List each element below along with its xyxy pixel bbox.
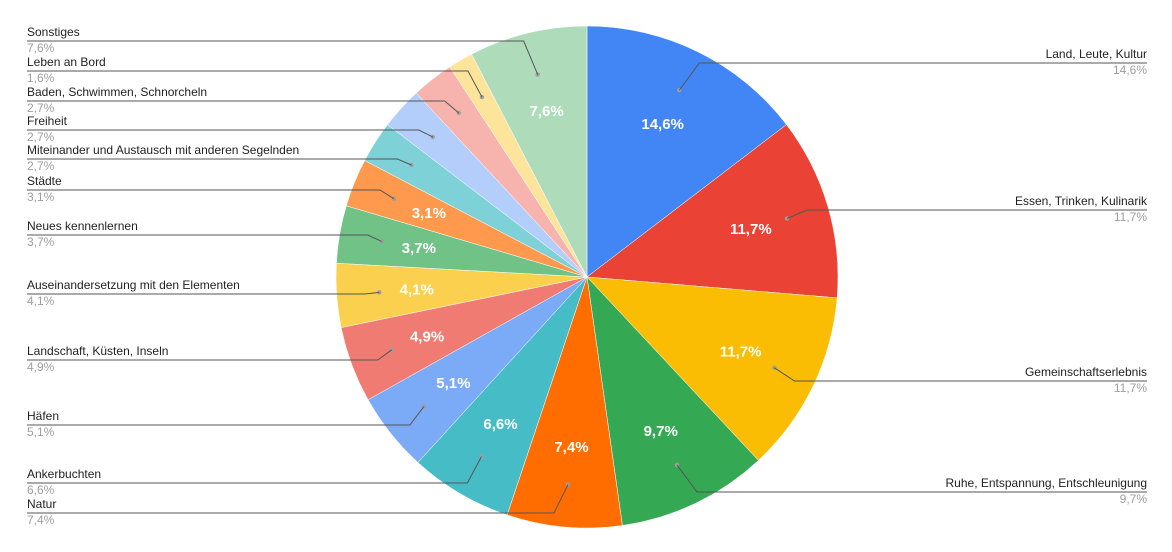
slice-value-label-land-leute-kultur: 14,6% xyxy=(641,116,684,133)
category-percent-haefen: 5,1% xyxy=(27,425,55,439)
category-percent-landschaft-kuesten-inseln: 4,9% xyxy=(27,360,55,374)
leader-line-leben-an-bord xyxy=(27,70,483,98)
category-percent-baden-schwimmen-schnorcheln: 2,7% xyxy=(27,101,55,115)
category-label-leben-an-bord: Leben an Bord xyxy=(27,55,106,69)
leader-line-land-leute-kultur xyxy=(678,62,1147,91)
slice-value-label-auseinandersetzung-mit-den-elementen: 4,1% xyxy=(400,282,434,299)
category-percent-freiheit: 2,7% xyxy=(27,130,55,144)
leader-line-neues-kennenlernen xyxy=(27,234,382,242)
category-label-land-leute-kultur: Land, Leute, Kultur xyxy=(1046,47,1147,61)
slice-value-label-natur: 7,4% xyxy=(554,439,588,456)
category-label-freiheit: Freiheit xyxy=(27,114,68,128)
pie-slices xyxy=(335,25,839,529)
category-label-landschaft-kuesten-inseln: Landschaft, Küsten, Inseln xyxy=(27,344,168,358)
leader-dot-natur xyxy=(565,482,571,487)
category-label-ankerbuchten: Ankerbuchten xyxy=(27,467,101,481)
leader-line-auseinandersetzung-mit-den-elementen xyxy=(27,291,380,295)
category-label-haefen: Häfen xyxy=(27,409,59,423)
leader-dot-leben-an-bord xyxy=(479,94,485,100)
slice-value-label-neues-kennenlernen: 3,7% xyxy=(402,240,436,257)
leader-line-natur xyxy=(27,484,569,514)
pie-slice-ruhe-entspannung-entschleunigung xyxy=(586,276,759,526)
category-percent-essen-trinken-kulinarik: 11,7% xyxy=(1114,210,1147,224)
leader-dot-sonstiges xyxy=(535,72,540,77)
category-percent-natur: 7,4% xyxy=(27,513,55,527)
pie-slice-sonstiges xyxy=(471,25,588,278)
category-percent-land-leute-kultur: 14,6% xyxy=(1113,63,1147,77)
category-label-staedte: Städte xyxy=(27,174,62,188)
leader-line-ankerbuchten xyxy=(27,456,482,484)
category-label-natur: Natur xyxy=(27,497,56,511)
leader-line-landschaft-kuesten-inseln xyxy=(27,349,393,361)
category-percent-auseinandersetzung-mit-den-elementen: 4,1% xyxy=(27,294,55,308)
slice-value-label-sonstiges: 7,6% xyxy=(529,103,563,120)
category-percent-gemeinschaftserlebnis: 11,7% xyxy=(1114,381,1147,395)
leader-line-essen-trinken-kulinarik xyxy=(786,209,1147,219)
slice-value-label-ankerbuchten: 6,6% xyxy=(483,416,517,433)
leader-line-sonstiges xyxy=(27,40,539,75)
pie-slice-land-leute-kultur xyxy=(586,25,787,278)
slice-value-label-staedte: 3,1% xyxy=(412,205,446,222)
category-percent-ankerbuchten: 6,6% xyxy=(27,483,55,497)
category-label-ruhe-entspannung-entschleunigung: Ruhe, Entspannung, Entschleunigung xyxy=(946,476,1148,490)
category-percent-leben-an-bord: 1,6% xyxy=(27,71,55,85)
category-label-baden-schwimmen-schnorcheln: Baden, Schwimmen, Schnorcheln xyxy=(27,85,207,99)
category-percent-miteinander-und-austausch-mit-anderen-segelnden: 2,7% xyxy=(27,159,55,173)
leader-line-miteinander-und-austausch-mit-anderen-segelnden xyxy=(27,158,412,166)
leader-line-freiheit xyxy=(27,129,434,138)
leader-line-baden-schwimmen-schnorcheln xyxy=(27,100,460,114)
slice-value-label-landschaft-kuesten-inseln: 4,9% xyxy=(410,329,444,346)
leader-line-ruhe-entspannung-entschleunigung xyxy=(676,464,1147,493)
category-percent-staedte: 3,1% xyxy=(27,190,55,204)
leader-line-gemeinschaftserlebnis xyxy=(774,367,1147,382)
slice-value-label-haefen: 5,1% xyxy=(436,375,470,392)
category-label-miteinander-und-austausch-mit-anderen-segelnden: Miteinander und Austausch mit anderen Se… xyxy=(27,143,299,157)
slice-value-label-gemeinschaftserlebnis: 11,7% xyxy=(720,343,762,360)
slice-value-labels: 14,6% 11,7% 11,7% 9,7% 7,4% 6,6% 5,1% 4,9% 4,1% 3… xyxy=(400,103,772,456)
slice-value-label-essen-trinken-kulinarik: 11,7% xyxy=(730,221,772,238)
category-label-auseinandersetzung-mit-den-elementen: Auseinandersetzung mit den Elementen xyxy=(27,278,240,292)
slice-value-label-ruhe-entspannung-entschleunigung: 9,7% xyxy=(644,423,678,440)
leader-line-staedte xyxy=(27,189,395,200)
category-label-essen-trinken-kulinarik: Essen, Trinken, Kulinarik xyxy=(1015,194,1148,208)
category-labels: Land, Leute, Kultur 14,6% Essen, Trinken, … xyxy=(27,25,1148,527)
category-percent-sonstiges: 7,6% xyxy=(27,41,55,55)
leader-dot-ankerbuchten xyxy=(479,454,484,459)
category-label-gemeinschaftserlebnis: Gemeinschaftserlebnis xyxy=(1025,365,1147,379)
leader-line-haefen xyxy=(27,406,425,426)
category-percent-neues-kennenlernen: 3,7% xyxy=(27,235,55,249)
category-label-neues-kennenlernen: Neues kennenlernen xyxy=(27,219,138,233)
category-label-sonstiges: Sonstiges xyxy=(27,25,80,39)
pie-slice-essen-trinken-kulinarik xyxy=(586,124,839,299)
pie-slice-gemeinschaftserlebnis xyxy=(586,276,838,461)
category-percent-ruhe-entspannung-entschleunigung: 9,7% xyxy=(1120,492,1148,506)
pie-slice-natur xyxy=(506,276,623,529)
